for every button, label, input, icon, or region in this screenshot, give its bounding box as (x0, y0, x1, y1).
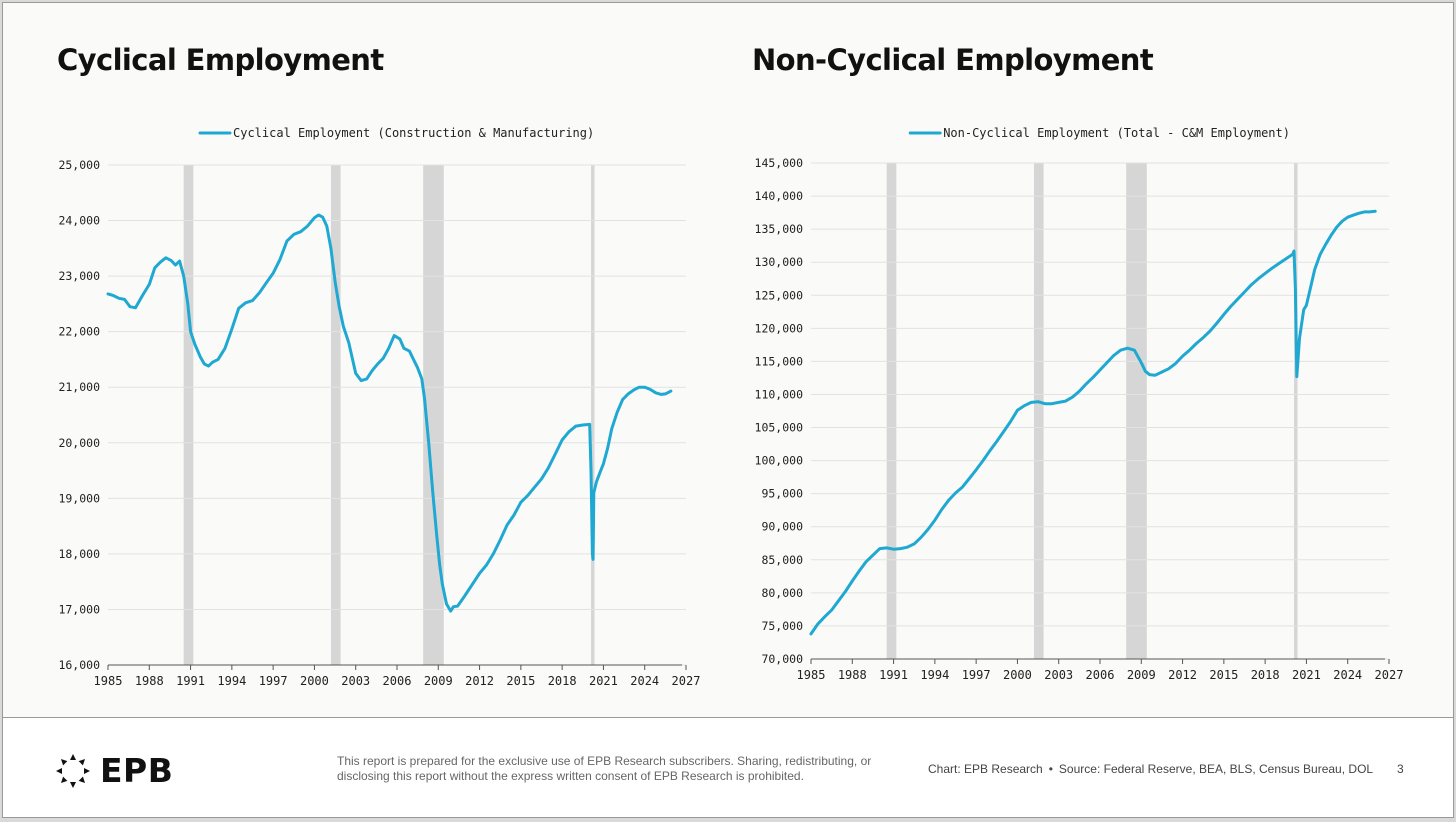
legend-label: Non-Cyclical Employment (Total - C&M Emp… (943, 126, 1290, 140)
series-line (106, 213, 673, 613)
recession-band (1126, 163, 1147, 659)
series-line (809, 209, 1377, 636)
y-tick-label: 75,000 (761, 619, 803, 633)
x-tick-label: 1997 (259, 674, 288, 688)
disclaimer: This report is prepared for the exclusiv… (337, 754, 872, 783)
recession-band (1033, 163, 1044, 659)
x-tick-label: 2000 (1003, 668, 1032, 682)
y-tick-label: 120,000 (755, 321, 804, 335)
y-tick-label: 70,000 (761, 652, 803, 666)
y-tick-label: 24,000 (58, 214, 100, 228)
x-tick-label: 1991 (176, 674, 205, 688)
y-tick-label: 130,000 (755, 255, 804, 269)
x-tick-label: 2006 (383, 674, 412, 688)
x-tick-label: 1994 (217, 674, 246, 688)
y-tick-label: 135,000 (755, 222, 804, 236)
y-tick-label: 110,000 (755, 387, 804, 401)
x-tick-label: 2012 (465, 674, 494, 688)
x-tick-label: 1988 (135, 674, 164, 688)
y-tick-label: 90,000 (761, 520, 803, 534)
x-tick-label: 2012 (1168, 668, 1197, 682)
x-tick-label: 2009 (424, 674, 453, 688)
y-tick-label: 18,000 (58, 547, 100, 561)
cyclical-employment-chart: 16,000 17,000 18,000 19,000 20,000 21,000 22,0… (58, 126, 701, 688)
y-tick-label: 105,000 (755, 421, 804, 435)
x-tick-label: 2027 (1375, 668, 1404, 682)
recession-band (1294, 163, 1298, 659)
y-tick-label: 100,000 (755, 454, 804, 468)
y-tick-label: 17,000 (58, 602, 100, 616)
footer: EPB This report is prepared for the excl… (3, 717, 1453, 817)
y-tick-label: 21,000 (58, 380, 100, 394)
x-tick-label: 2009 (1127, 668, 1156, 682)
y-tick-label: 22,000 (58, 325, 100, 339)
y-tick-label: 20,000 (58, 436, 100, 450)
y-tick-label: 140,000 (755, 189, 804, 203)
x-tick-label: 2018 (1251, 668, 1280, 682)
x-tick-label: 2003 (1044, 668, 1073, 682)
y-tick-label: 125,000 (755, 288, 804, 302)
recession-band (886, 163, 897, 659)
non-cyclical-employment-chart: 70,000 75,000 80,000 85,000 90,000 95,000 100,… (755, 126, 1404, 682)
x-tick-label: 1985 (797, 668, 826, 682)
x-tick-label: 2027 (672, 674, 701, 688)
y-tick-label: 23,000 (58, 269, 100, 283)
x-tick-label: 2021 (589, 674, 618, 688)
source-credit: Source: Federal Reserve, BEA, BLS, Censu… (1058, 762, 1374, 776)
y-tick-label: 19,000 (58, 491, 100, 505)
y-tick-label: 80,000 (761, 586, 803, 600)
starburst-icon (56, 753, 90, 788)
page-number: 3 (1397, 762, 1404, 776)
recession-band (183, 165, 194, 665)
y-tick-label: 115,000 (755, 354, 804, 368)
x-tick-label: 2021 (1292, 668, 1321, 682)
x-tick-label: 1994 (920, 668, 949, 682)
x-tick-label: 2015 (1209, 668, 1238, 682)
x-tick-label: 1988 (838, 668, 867, 682)
x-tick-label: 2024 (630, 674, 659, 688)
x-tick-label: 2000 (300, 674, 329, 688)
x-tick-label: 1997 (962, 668, 991, 682)
x-tick-label: 2018 (548, 674, 577, 688)
legend-label: Cyclical Employment (Construction & Manu… (233, 126, 594, 140)
x-tick-label: 2024 (1333, 668, 1362, 682)
chart-credits: Chart: EPB Research • Source: Federal Rese… (928, 762, 1373, 776)
y-tick-label: 16,000 (58, 658, 100, 672)
x-tick-label: 2006 (1086, 668, 1115, 682)
x-tick-label: 1985 (94, 674, 123, 688)
chart-title-cyclical: Cyclical Employment (57, 43, 384, 77)
chart-title-non-cyclical: Non-Cyclical Employment (752, 43, 1154, 77)
recession-band (330, 165, 341, 665)
separator-dot: • (1048, 762, 1053, 776)
y-tick-label: 95,000 (761, 487, 803, 501)
x-tick-label: 1991 (879, 668, 908, 682)
epb-logo: EPB (55, 751, 173, 790)
logo-text: EPB (100, 751, 174, 790)
y-tick-label: 25,000 (58, 158, 100, 172)
chart-credit: Chart: EPB Research (928, 762, 1043, 776)
y-tick-label: 85,000 (761, 553, 803, 567)
y-tick-label: 145,000 (755, 156, 804, 170)
recession-band (591, 165, 595, 665)
x-tick-label: 2003 (341, 674, 370, 688)
x-tick-label: 2015 (506, 674, 535, 688)
